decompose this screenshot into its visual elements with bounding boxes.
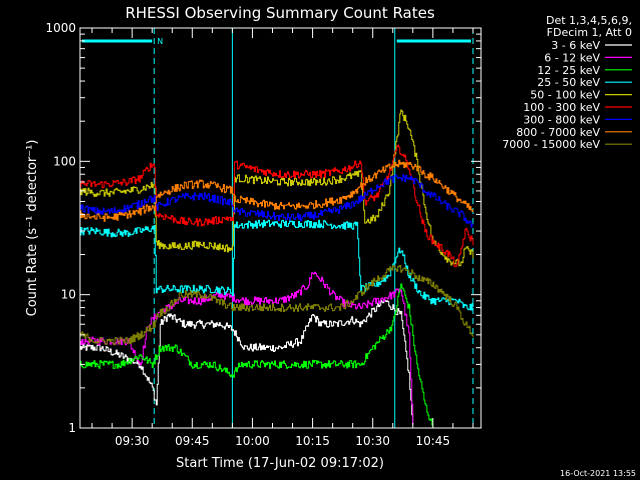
night-bar-label: N [157, 37, 163, 46]
legend: Det 1,3,4,5,6,9,FDecim 1, Att 03 - 6 keV… [502, 14, 632, 151]
x-tick-label: 09:30 [115, 434, 150, 448]
x-axis: 09:30 09:45 10:00 10:15 10:30 10:45 [91, 28, 474, 448]
x-tick-label: 09:45 [175, 434, 210, 448]
plot-frame [79, 27, 482, 429]
chart-title: RHESSI Observing Summary Count Rates [125, 4, 435, 22]
y-tick-label: 10 [61, 288, 76, 302]
series-line [80, 219, 474, 311]
legend-entry-label: 6 - 12 keV [544, 51, 600, 64]
legend-entry-label: 300 - 800 keV [523, 113, 600, 126]
series-line [80, 144, 474, 268]
legend-entry-label: 800 - 7000 keV [516, 126, 600, 139]
x-tick-label: 10:30 [355, 434, 390, 448]
x-axis-label: Start Time (17-Jun-02 09:17:02) [176, 456, 384, 471]
footer-timestamp: 16-Oct-2021 13:55 [560, 469, 636, 478]
legend-entry-label: 25 - 50 keV [537, 76, 600, 89]
series-line [80, 174, 474, 228]
legend-entry-label: 7000 - 15000 keV [502, 138, 600, 151]
legend-entry-label: 50 - 100 keV [530, 89, 600, 102]
series-layer [80, 109, 474, 428]
legend-header-line: FDecim 1, Att 0 [547, 26, 632, 39]
x-tick-label: 10:15 [295, 434, 330, 448]
series-line [80, 299, 414, 425]
y-axis-label: Count Rate (s⁻¹ detector⁻¹) [25, 140, 40, 317]
y-tick-label: 1 [68, 421, 76, 435]
series-line [80, 109, 474, 267]
series-line [80, 265, 474, 346]
legend-header-line: Det 1,3,4,5,6,9, [546, 14, 632, 27]
legend-entry-label: 100 - 300 keV [523, 101, 600, 114]
x-tick-label: 10:45 [416, 434, 451, 448]
series-line [80, 159, 474, 222]
legend-entry-label: 12 - 25 keV [537, 64, 600, 77]
x-tick-label: 10:00 [235, 434, 270, 448]
y-axis: 1 10 100 1000 [45, 21, 481, 435]
y-tick-label: 1000 [45, 21, 76, 35]
legend-entry-label: 3 - 6 keV [551, 39, 600, 52]
y-tick-label: 100 [53, 154, 76, 168]
series-line [80, 283, 434, 428]
